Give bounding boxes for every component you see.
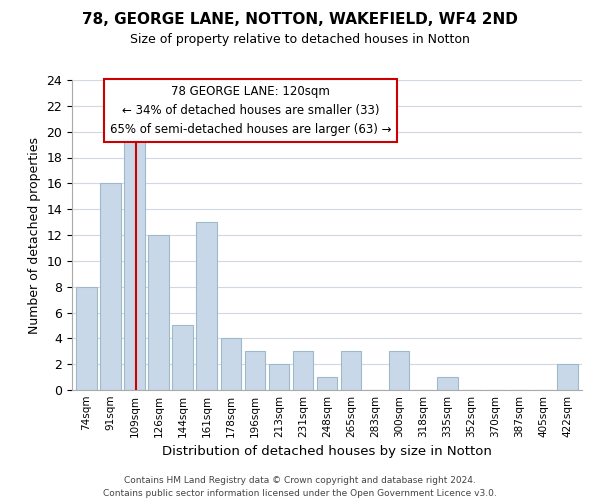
Bar [389,351,409,390]
Bar [76,286,97,390]
Bar [148,235,169,390]
Y-axis label: Number of detached properties: Number of detached properties [28,136,41,334]
Text: Size of property relative to detached houses in Notton: Size of property relative to detached ho… [130,32,470,46]
Bar [221,338,241,390]
Bar [172,326,193,390]
Text: 78 GEORGE LANE: 120sqm
← 34% of detached houses are smaller (33)
65% of semi-det: 78 GEORGE LANE: 120sqm ← 34% of detached… [110,84,391,136]
Bar [317,377,337,390]
Bar [557,364,578,390]
Text: Contains HM Land Registry data © Crown copyright and database right 2024.
Contai: Contains HM Land Registry data © Crown c… [103,476,497,498]
Bar [245,351,265,390]
Bar [437,377,458,390]
Bar [341,351,361,390]
Text: 78, GEORGE LANE, NOTTON, WAKEFIELD, WF4 2ND: 78, GEORGE LANE, NOTTON, WAKEFIELD, WF4 … [82,12,518,28]
Bar [124,132,145,390]
Bar [196,222,217,390]
X-axis label: Distribution of detached houses by size in Notton: Distribution of detached houses by size … [162,446,492,458]
Bar [100,184,121,390]
Bar [269,364,289,390]
Bar [293,351,313,390]
